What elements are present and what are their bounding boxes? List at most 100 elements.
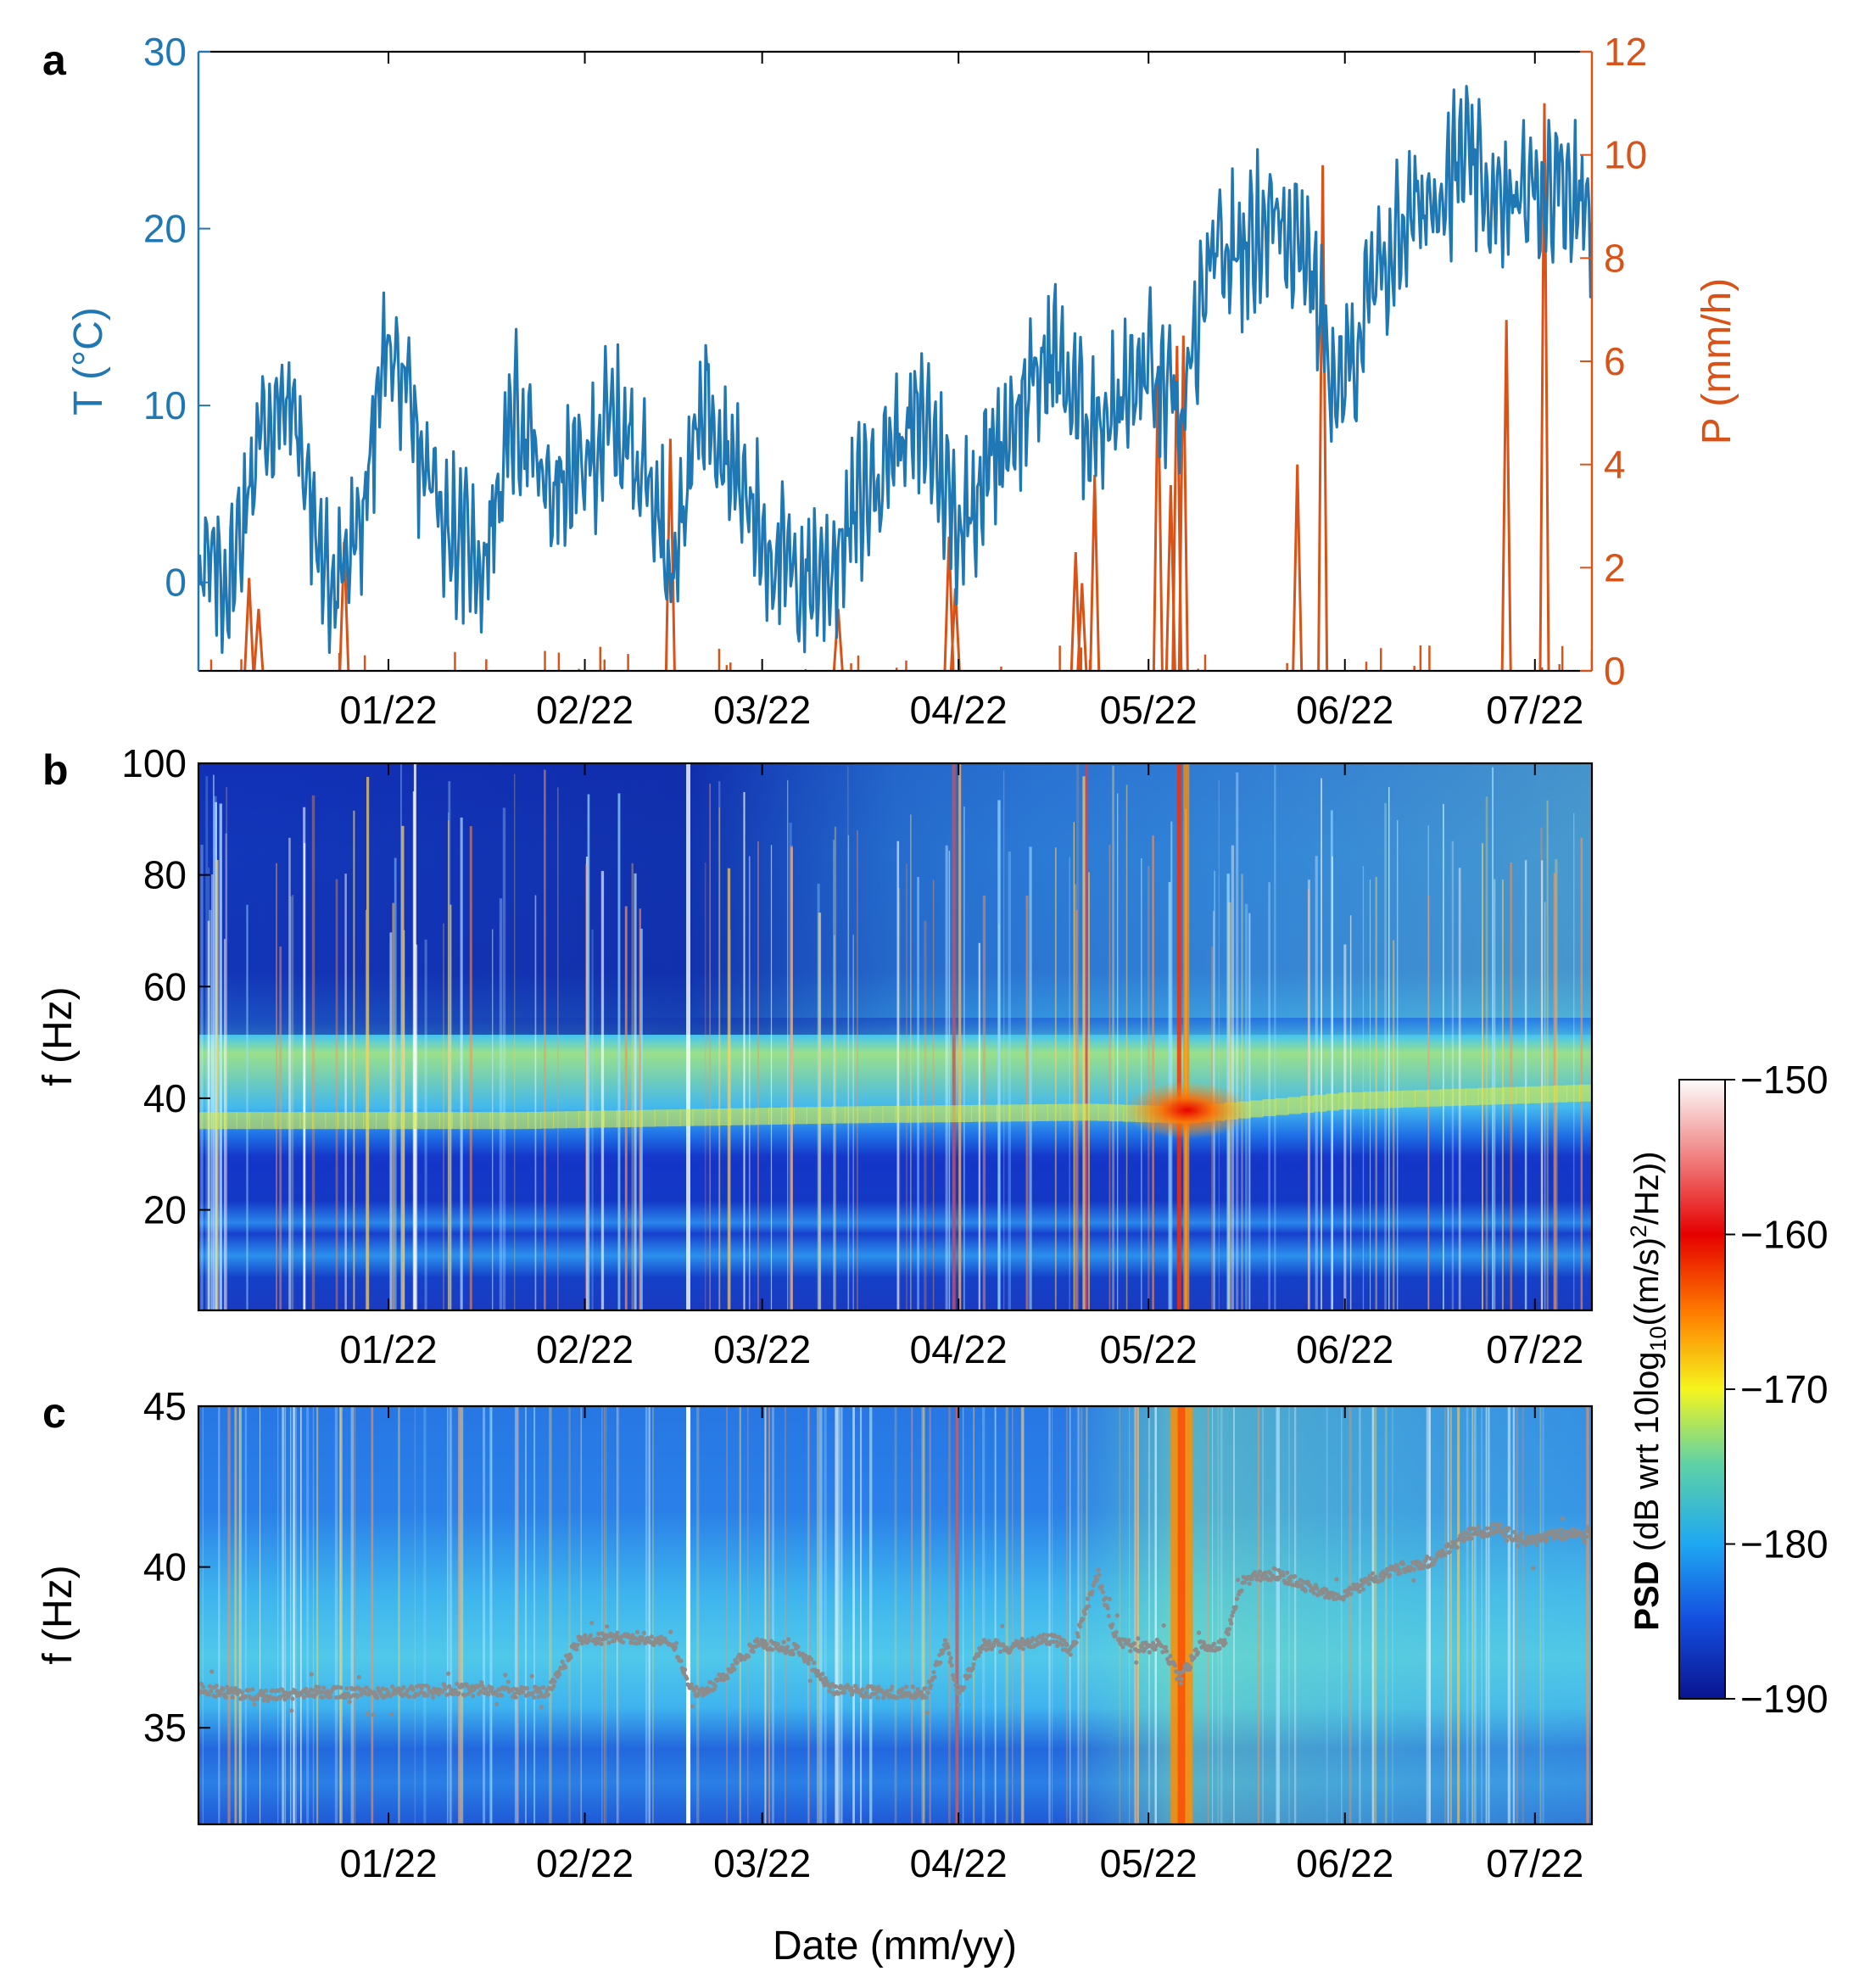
peak-dot [213,1694,218,1699]
peak-dot [953,1683,958,1688]
spectrogram-stripe [423,1406,427,1824]
spectrogram-stripe [764,1406,767,1824]
x-tick-label: 06/22 [1296,1841,1393,1885]
peak-dot [863,1694,868,1699]
resonance-band [223,1112,237,1130]
peak-dot [290,1696,295,1701]
peak-dot [1268,1571,1273,1576]
colorbar-tick-label: −150 [1740,1058,1829,1102]
spectrogram-stripe [1003,770,1005,1310]
spectrogram-stripe [1086,1406,1088,1824]
spectrogram-stripe [1217,1406,1219,1824]
peak-dot [1000,1623,1005,1628]
x-tick-label: 01/22 [339,688,437,732]
peak-dot [986,1646,991,1651]
peak-dot [443,1686,448,1691]
resonance-band [869,1106,884,1124]
peak-dot [952,1678,958,1683]
peak-dot [885,1689,890,1694]
x-tick-label: 02/22 [536,1841,634,1885]
resonance-band [971,1104,985,1122]
peak-dot [755,1637,760,1642]
peak-dot [673,1640,679,1645]
y-tick-label: 12 [1604,30,1647,74]
spectrogram-stripe [617,1406,620,1824]
peak-dot [1211,1641,1217,1646]
peak-dot [1506,1526,1511,1531]
spectrogram-stripe [1082,776,1086,1310]
spectrogram-stripe [401,825,405,1310]
peak-dot [1443,1552,1448,1557]
peak-dot [1545,1537,1550,1542]
peak-dot [978,1650,983,1655]
peak-dot [1192,1656,1197,1661]
spectrogram-stripe [210,874,214,1310]
peak-dot [842,1689,847,1695]
peak-dot [1234,1596,1239,1601]
spectrogram-stripe [1392,1406,1393,1824]
resonance-band [1097,1103,1112,1121]
peak-dot [1168,1654,1173,1659]
resonance-band [338,1112,352,1130]
spectrogram-stripe [460,817,463,1310]
spectrogram-stripe [718,781,721,1310]
resonance-band [566,1111,580,1129]
resonance-band [489,1112,504,1130]
peak-dot [1059,1642,1064,1648]
resonance-band [299,1112,314,1130]
peak-frequency-series [198,1516,1592,1717]
resonance-band [1503,1086,1517,1104]
peak-dot [1043,1637,1048,1642]
spectrogram-stripe [1546,800,1549,1310]
resonance-band [1300,1096,1315,1114]
resonance-band [261,1112,276,1130]
spectrogram-stripe [634,873,637,1310]
precip-spike [1317,165,1329,671]
resonance-band [743,1108,757,1125]
resonance-band [857,1106,871,1124]
peak-dot [890,1684,895,1689]
peak-dot [1153,1647,1158,1652]
spectrogram-stripe [460,1406,464,1824]
spectrogram-stripe [1444,1406,1447,1824]
peak-dot [1254,1577,1259,1582]
peak-dot [545,1692,550,1697]
peak-dot [1371,1571,1376,1576]
peak-dot [829,1681,835,1687]
peak-dot [1334,1577,1339,1582]
peak-dot [915,1686,920,1692]
spectrogram-stripe [847,835,850,1310]
peak-dot [425,1693,430,1698]
peak-dot [775,1642,780,1647]
peak-dot [499,1693,505,1698]
resonance-band [1528,1086,1543,1103]
peak-dot [932,1674,937,1680]
peak-dot [783,1650,788,1656]
panel-a-frame [198,50,1592,673]
resonance-band [768,1108,782,1125]
resonance-band [1389,1091,1403,1108]
resonance-band [1275,1097,1289,1115]
panel-c-label: c [42,1389,66,1437]
resonance-band [1566,1085,1580,1103]
spectrogram-stripe [1048,1406,1051,1824]
y-tick-label: 40 [143,1545,187,1589]
peak-dot [1579,1531,1584,1536]
spectrogram-stripe [1580,837,1583,1310]
y-tick-label: 20 [143,207,187,251]
y-tick-label: 35 [143,1706,187,1750]
resonance-band [1554,1085,1568,1103]
peak-dot [1287,1578,1293,1583]
resonance-band [1008,1104,1023,1122]
peak-dot [1505,1538,1510,1544]
spectrogram-stripe [398,1406,400,1824]
spectrogram-stripe [1212,1406,1214,1824]
peak-dot [1373,1574,1378,1579]
resonance-band [210,1112,225,1130]
peak-dot [462,1693,467,1698]
spectrogram-stripe [1117,793,1119,1310]
peak-dot [1195,1650,1201,1656]
spectrogram-stripe [215,801,217,1310]
resonance-band [679,1108,694,1126]
spectrogram-stripe [1108,845,1111,1310]
